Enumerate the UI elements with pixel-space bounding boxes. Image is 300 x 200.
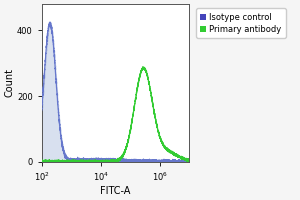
- X-axis label: FITC-A: FITC-A: [100, 186, 130, 196]
- Legend: Isotype control, Primary antibody: Isotype control, Primary antibody: [196, 8, 286, 38]
- Y-axis label: Count: Count: [4, 68, 14, 97]
